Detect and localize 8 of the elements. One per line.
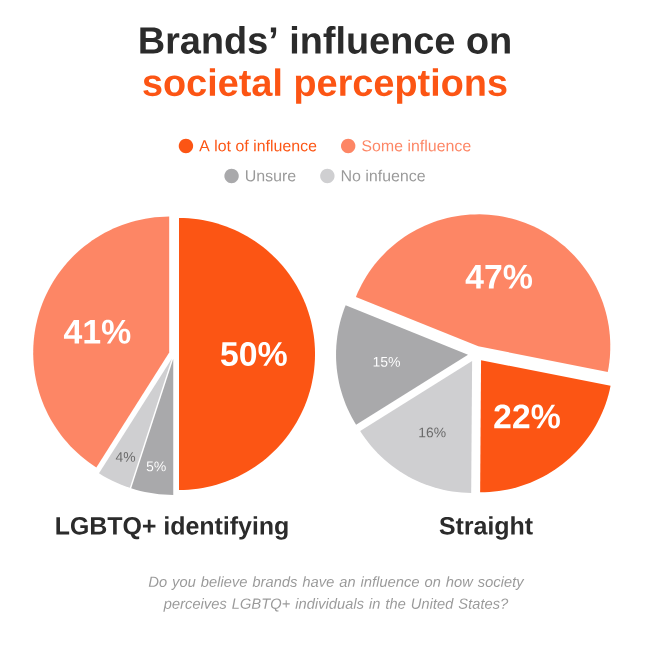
chart-title: Brands’ influence on — [140, 26, 510, 54]
chart-subtitle: societal perceptions — [143, 68, 507, 104]
data-label: 50% — [220, 342, 287, 366]
data-label: 41% — [63, 319, 131, 344]
data-label: 22% — [494, 404, 560, 429]
slice-label: LGBTQ+ identifying — [56, 516, 288, 540]
data-label: 47% — [465, 264, 533, 289]
slice-label: Straight — [439, 516, 533, 540]
